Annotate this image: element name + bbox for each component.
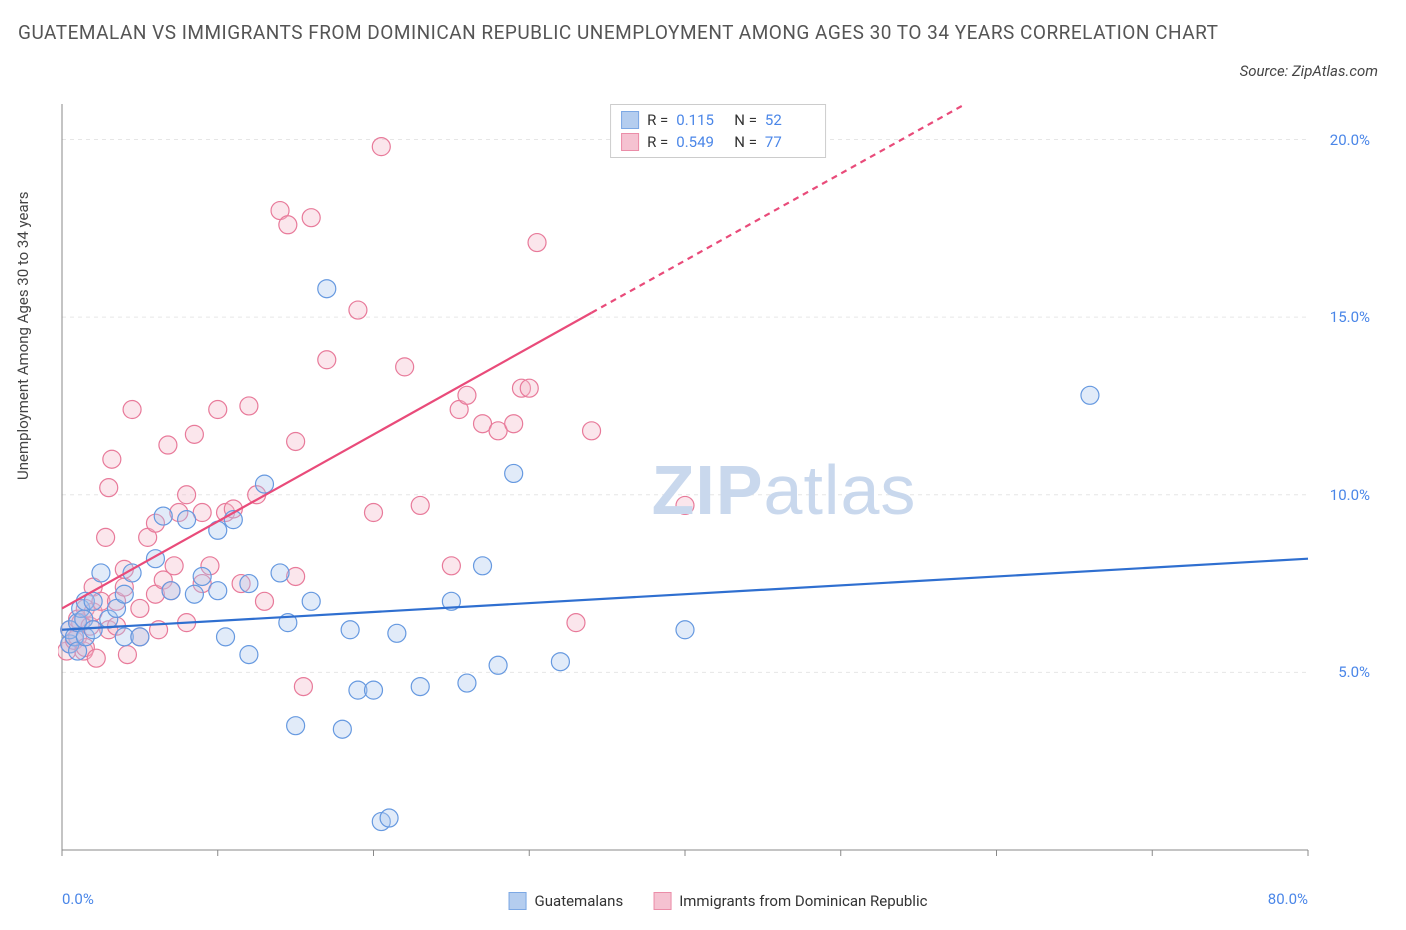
legend-item-1: Immigrants from Dominican Republic (653, 892, 927, 910)
y-tick-label: 15.0% (1330, 308, 1370, 326)
source-attribution: Source: ZipAtlas.com (1240, 62, 1378, 80)
legend-label-0: Guatemalans (535, 892, 624, 910)
legend-swatch-0 (621, 111, 639, 129)
legend-item-0: Guatemalans (509, 892, 624, 910)
y-tick-label: 5.0% (1338, 663, 1370, 681)
x-tick-label: 0.0% (62, 890, 94, 908)
source-name: ZipAtlas.com (1292, 62, 1378, 80)
n-label: N = (734, 111, 757, 129)
scatter-plot-svg (58, 100, 1378, 880)
legend-stats-row-0: R = 0.115 N = 52 (621, 109, 815, 131)
legend-stats: R = 0.115 N = 52 R = 0.549 N = 77 (610, 104, 826, 158)
r-label: R = (647, 133, 668, 151)
n-value-0: 52 (765, 111, 815, 129)
source-label: Source: (1240, 62, 1292, 80)
legend-swatch-1 (621, 133, 639, 151)
legend-series: Guatemalans Immigrants from Dominican Re… (509, 892, 928, 910)
n-value-1: 77 (765, 133, 815, 151)
y-axis-label: Unemployment Among Ages 30 to 34 years (14, 192, 32, 480)
legend-stats-row-1: R = 0.549 N = 77 (621, 131, 815, 153)
legend-label-1: Immigrants from Dominican Republic (679, 892, 927, 910)
y-tick-label: 20.0% (1330, 131, 1370, 149)
n-label: N = (734, 133, 757, 151)
r-value-0: 0.115 (676, 111, 726, 129)
x-tick-label: 80.0% (1268, 890, 1308, 908)
legend-bottom-swatch-1 (653, 892, 671, 910)
chart-title: GUATEMALAN VS IMMIGRANTS FROM DOMINICAN … (18, 18, 1388, 48)
chart-area: ZIPatlas R = 0.115 N = 52 R = 0.549 N = … (58, 100, 1378, 880)
legend-bottom-swatch-0 (509, 892, 527, 910)
y-tick-label: 10.0% (1330, 486, 1370, 504)
r-label: R = (647, 111, 668, 129)
r-value-1: 0.549 (676, 133, 726, 151)
